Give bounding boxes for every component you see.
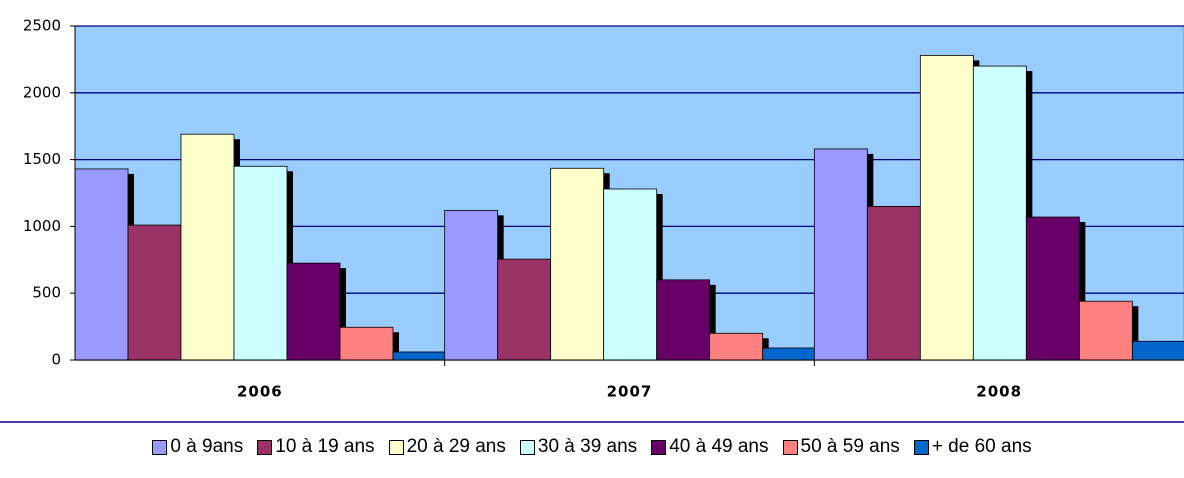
- bar: [444, 209, 499, 361]
- legend-label: 20 à 29 ans: [406, 436, 506, 457]
- bar: [919, 54, 974, 361]
- legend-label: + de 60 ans: [931, 436, 1032, 457]
- bar: [339, 326, 394, 361]
- legend-swatch: [651, 439, 667, 455]
- bar: [286, 262, 341, 361]
- bar: [127, 224, 182, 361]
- x-tick-label: 2006: [237, 383, 283, 401]
- bar: [603, 188, 658, 361]
- legend-swatch: [913, 439, 929, 455]
- bar: [497, 258, 552, 361]
- y-tick-label: 1500: [23, 150, 61, 168]
- bar-shadow: [1025, 71, 1033, 360]
- legend-label: 10 à 19 ans: [275, 436, 375, 457]
- bar-shadow: [339, 268, 346, 360]
- legend-swatch: [782, 439, 798, 455]
- legend: 0 à 9ans 10 à 19 ans 20 à 29 ans 30 à 39 an…: [0, 436, 1184, 458]
- bar-shadow: [708, 284, 716, 360]
- legend-swatch: [388, 439, 404, 455]
- bar: [972, 65, 1027, 361]
- legend-swatch: [152, 439, 168, 455]
- bar: [180, 133, 235, 361]
- bar: [1131, 340, 1184, 361]
- legend-label: 50 à 59 ans: [800, 436, 900, 457]
- bar-shadow: [392, 332, 399, 360]
- legend-swatch: [257, 439, 273, 455]
- legend-item: 10 à 19 ans: [257, 436, 375, 458]
- bar: [1025, 216, 1080, 361]
- y-tick-label: 1000: [23, 217, 61, 235]
- x-tick-label: 2007: [607, 383, 653, 401]
- bar: [866, 205, 921, 361]
- legend-item: 40 à 49 ans: [651, 436, 769, 458]
- legend-label: 0 à 9ans: [170, 436, 244, 457]
- legend-item: 20 à 29 ans: [388, 436, 506, 458]
- legend-label: 40 à 49 ans: [669, 436, 769, 457]
- y-tick-label: 0: [51, 351, 61, 369]
- chart: 0 500 1000 1500 2000 2500 2006 2007 2008: [0, 17, 1184, 423]
- bar: [74, 168, 129, 361]
- bar-shadow: [1078, 222, 1086, 360]
- bar-shadow: [655, 193, 663, 360]
- y-tick-label: 2000: [23, 83, 61, 101]
- legend-item: 30 à 39 ans: [519, 436, 638, 458]
- y-tick-label: 2500: [23, 17, 61, 35]
- bar: [233, 165, 288, 361]
- legend-item: + de 60 ans: [913, 436, 1032, 458]
- legend-swatch: [519, 439, 535, 455]
- x-tick-label: 2008: [976, 383, 1022, 401]
- bar: [656, 279, 711, 361]
- y-tick-label: 500: [32, 284, 61, 302]
- bar: [550, 167, 605, 361]
- bar: [709, 332, 764, 361]
- bar: [813, 148, 868, 361]
- bar: [392, 351, 447, 361]
- legend-item: 0 à 9ans: [152, 436, 243, 458]
- bar: [1078, 300, 1133, 361]
- legend-label: 30 à 39 ans: [537, 436, 638, 457]
- legend-item: 50 à 59 ans: [782, 436, 900, 458]
- bar-shadow: [1131, 306, 1139, 360]
- bar: [762, 347, 817, 361]
